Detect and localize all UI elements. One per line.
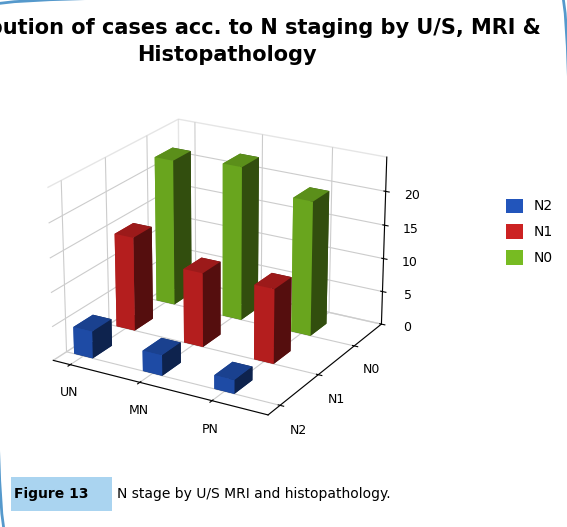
FancyBboxPatch shape <box>11 477 112 511</box>
Text: Figure 13: Figure 13 <box>14 487 88 501</box>
Text: Histopathology: Histopathology <box>137 45 316 65</box>
Legend: N2, N1, N0: N2, N1, N0 <box>502 194 557 269</box>
Text: N stage by U/S MRI and histopathology.: N stage by U/S MRI and histopathology. <box>117 487 391 501</box>
Text: Disrtribution of cases acc. to N staging by U/S, MRI &: Disrtribution of cases acc. to N staging… <box>0 18 541 38</box>
